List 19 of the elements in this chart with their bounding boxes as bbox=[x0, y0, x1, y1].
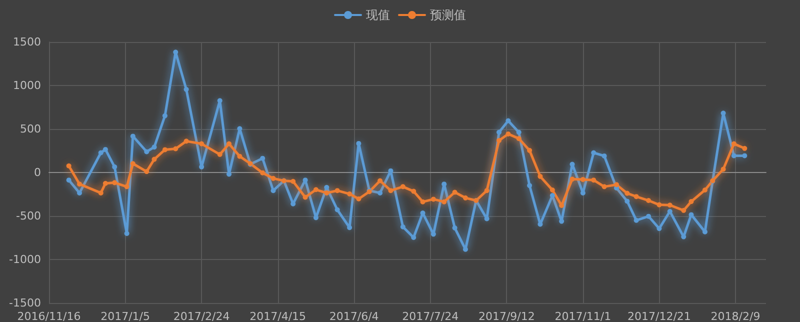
y-tick-label: -1000 bbox=[9, 253, 41, 266]
y-tick-label: 0 bbox=[34, 166, 41, 179]
y-tick-label: -1500 bbox=[9, 296, 41, 310]
legend-label: 预测值 bbox=[430, 8, 466, 22]
x-tick-label: 2018/2/9 bbox=[710, 310, 760, 322]
y-tick-label: 1500 bbox=[13, 36, 41, 48]
x-tick-label: 2016/11/16 bbox=[17, 310, 81, 322]
y-tick-label: -500 bbox=[16, 210, 41, 222]
x-tick-label: 2017/1/5 bbox=[100, 310, 150, 322]
x-tick-label: 2017/4/15 bbox=[250, 310, 306, 322]
x-tick-label: 2017/11/1 bbox=[554, 310, 612, 322]
x-tick-label: 2017/7/24 bbox=[402, 310, 459, 322]
x-tick-label: 2017/12/21 bbox=[628, 310, 691, 322]
legend-label: 现值 bbox=[366, 8, 390, 22]
x-tick-label: 2017/2/24 bbox=[173, 310, 230, 322]
x-tick-label: 2017/6/4 bbox=[329, 310, 379, 322]
y-tick-label: 500 bbox=[20, 122, 41, 136]
y-tick-label: 1000 bbox=[13, 79, 41, 92]
x-tick-label: 2017/9/12 bbox=[478, 310, 535, 322]
